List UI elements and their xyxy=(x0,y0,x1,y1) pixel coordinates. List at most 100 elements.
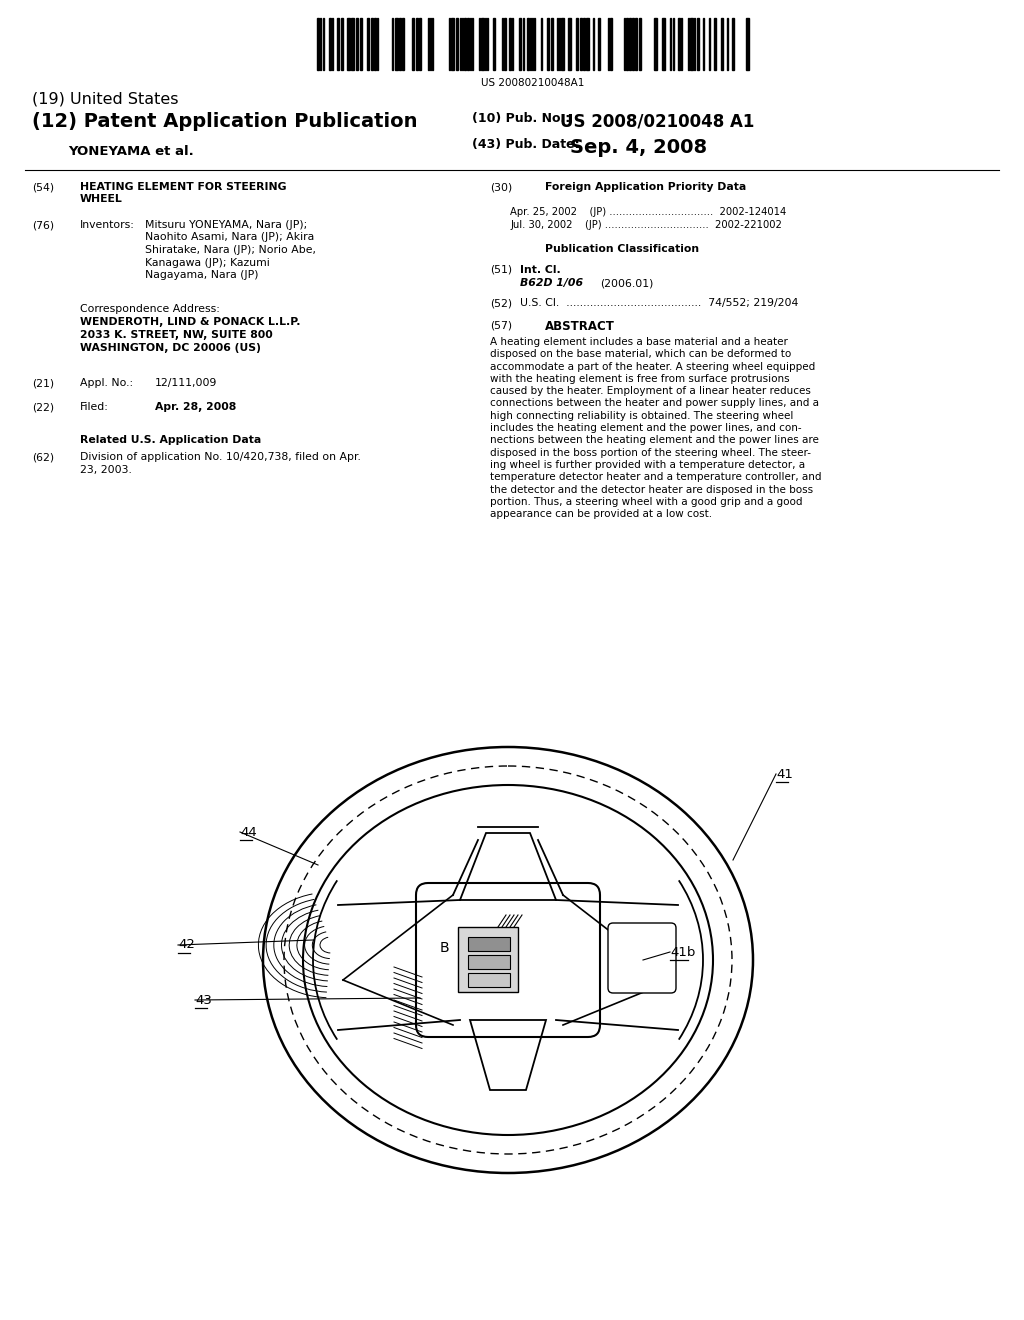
Text: Apr. 25, 2002    (JP) ................................  2002-124014: Apr. 25, 2002 (JP) .....................… xyxy=(510,207,786,216)
Text: ing wheel is further provided with a temperature detector, a: ing wheel is further provided with a tem… xyxy=(490,459,805,470)
Bar xyxy=(351,18,354,70)
Text: Naohito Asami, Nara (JP); Akira: Naohito Asami, Nara (JP); Akira xyxy=(145,232,314,243)
Text: portion. Thus, a steering wheel with a good grip and a good: portion. Thus, a steering wheel with a g… xyxy=(490,496,803,507)
Text: WENDEROTH, LIND & PONACK L.L.P.: WENDEROTH, LIND & PONACK L.L.P. xyxy=(80,317,300,327)
Bar xyxy=(509,18,511,70)
Text: (12) Patent Application Publication: (12) Patent Application Publication xyxy=(32,112,418,131)
Bar xyxy=(468,973,510,987)
Bar xyxy=(458,927,518,993)
Text: 42: 42 xyxy=(178,939,195,952)
Text: the detector and the detector heater are disposed in the boss: the detector and the detector heater are… xyxy=(490,484,813,495)
Text: (19) United States: (19) United States xyxy=(32,92,178,107)
Text: Publication Classification: Publication Classification xyxy=(545,244,699,253)
Text: B62D 1/06: B62D 1/06 xyxy=(520,279,583,288)
Text: (30): (30) xyxy=(490,182,512,191)
Bar xyxy=(360,18,362,70)
Bar xyxy=(639,18,641,70)
Bar xyxy=(519,18,521,70)
Text: Apr. 28, 2008: Apr. 28, 2008 xyxy=(155,403,237,412)
Bar xyxy=(586,18,589,70)
Bar xyxy=(356,18,358,70)
Text: Inventors:: Inventors: xyxy=(80,220,135,230)
Text: (57): (57) xyxy=(490,319,512,330)
Bar xyxy=(367,18,369,70)
Bar xyxy=(395,18,398,70)
Bar xyxy=(317,18,319,70)
Bar xyxy=(632,18,634,70)
Text: (21): (21) xyxy=(32,378,54,388)
Text: 12/111,009: 12/111,009 xyxy=(155,378,217,388)
Text: 41: 41 xyxy=(776,767,793,780)
Bar xyxy=(456,18,458,70)
Text: HEATING ELEMENT FOR STEERING: HEATING ELEMENT FOR STEERING xyxy=(80,182,287,191)
Text: B: B xyxy=(440,941,450,954)
Text: (51): (51) xyxy=(490,265,512,275)
Bar xyxy=(419,18,421,70)
Text: Related U.S. Application Data: Related U.S. Application Data xyxy=(80,436,261,445)
Bar xyxy=(580,18,582,70)
Text: accommodate a part of the heater. A steering wheel equipped: accommodate a part of the heater. A stee… xyxy=(490,362,815,372)
Bar xyxy=(371,18,373,70)
Bar xyxy=(329,18,331,70)
Bar xyxy=(583,18,585,70)
Bar xyxy=(551,18,553,70)
Text: includes the heating element and the power lines, and con-: includes the heating element and the pow… xyxy=(490,424,802,433)
Text: 23, 2003.: 23, 2003. xyxy=(80,465,132,475)
Text: with the heating element is free from surface protrusions: with the heating element is free from su… xyxy=(490,374,790,384)
Text: connections between the heater and power supply lines, and a: connections between the heater and power… xyxy=(490,399,819,408)
Text: caused by the heater. Employment of a linear heater reduces: caused by the heater. Employment of a li… xyxy=(490,387,811,396)
Text: Sep. 4, 2008: Sep. 4, 2008 xyxy=(570,139,708,157)
Text: ABSTRACT: ABSTRACT xyxy=(545,319,614,333)
Bar xyxy=(481,18,484,70)
Bar xyxy=(527,18,529,70)
Bar xyxy=(714,18,716,70)
Bar xyxy=(575,18,578,70)
Text: YONEYAMA et al.: YONEYAMA et al. xyxy=(68,145,194,158)
Text: Nagayama, Nara (JP): Nagayama, Nara (JP) xyxy=(145,271,258,280)
Text: WASHINGTON, DC 20006 (US): WASHINGTON, DC 20006 (US) xyxy=(80,343,261,352)
Bar xyxy=(412,18,414,70)
Text: Correspondence Address:: Correspondence Address: xyxy=(80,304,220,314)
Text: U.S. Cl.  ........................................  74/552; 219/204: U.S. Cl. ...............................… xyxy=(520,298,799,308)
Bar xyxy=(690,18,693,70)
Text: (52): (52) xyxy=(490,298,512,308)
Bar xyxy=(697,18,699,70)
Bar xyxy=(662,18,665,70)
Text: temperature detector heater and a temperature controller, and: temperature detector heater and a temper… xyxy=(490,473,821,482)
FancyBboxPatch shape xyxy=(608,923,676,993)
Text: WHEEL: WHEEL xyxy=(80,194,123,205)
Text: Jul. 30, 2002    (JP) ................................  2002-221002: Jul. 30, 2002 (JP) .....................… xyxy=(510,220,782,230)
Text: Kanagawa (JP); Kazumi: Kanagawa (JP); Kazumi xyxy=(145,257,269,268)
Text: high connecting reliability is obtained. The steering wheel: high connecting reliability is obtained.… xyxy=(490,411,794,421)
Bar xyxy=(629,18,631,70)
Text: 43: 43 xyxy=(195,994,212,1006)
Text: 41b: 41b xyxy=(670,945,695,958)
Bar xyxy=(610,18,612,70)
Text: disposed on the base material, which can be deformed to: disposed on the base material, which can… xyxy=(490,350,792,359)
Text: (10) Pub. No.:: (10) Pub. No.: xyxy=(472,112,570,125)
Bar xyxy=(678,18,680,70)
Bar xyxy=(347,18,350,70)
Bar xyxy=(598,18,600,70)
Bar xyxy=(402,18,404,70)
Text: US 20080210048A1: US 20080210048A1 xyxy=(481,78,584,88)
Text: 2033 K. STREET, NW, SUITE 800: 2033 K. STREET, NW, SUITE 800 xyxy=(80,330,272,341)
Text: A heating element includes a base material and a heater: A heating element includes a base materi… xyxy=(490,337,787,347)
Bar xyxy=(568,18,571,70)
FancyBboxPatch shape xyxy=(416,883,600,1038)
Text: Division of application No. 10/420,738, filed on Apr.: Division of application No. 10/420,738, … xyxy=(80,451,360,462)
Bar xyxy=(504,18,506,70)
Text: Filed:: Filed: xyxy=(80,403,109,412)
Text: (76): (76) xyxy=(32,220,54,230)
Text: Shiratake, Nara (JP); Norio Abe,: Shiratake, Nara (JP); Norio Abe, xyxy=(145,246,316,255)
Bar xyxy=(337,18,339,70)
Text: (62): (62) xyxy=(32,451,54,462)
Text: Mitsuru YONEYAMA, Nara (JP);: Mitsuru YONEYAMA, Nara (JP); xyxy=(145,220,307,230)
Bar xyxy=(399,18,401,70)
Bar xyxy=(561,18,564,70)
Text: (43) Pub. Date:: (43) Pub. Date: xyxy=(472,139,580,150)
Bar xyxy=(341,18,343,70)
Bar xyxy=(468,954,510,969)
Text: disposed in the boss portion of the steering wheel. The steer-: disposed in the boss portion of the stee… xyxy=(490,447,811,458)
Text: (54): (54) xyxy=(32,182,54,191)
